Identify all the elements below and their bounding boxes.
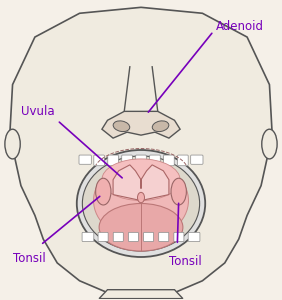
FancyBboxPatch shape	[150, 155, 160, 166]
Ellipse shape	[82, 156, 200, 251]
FancyBboxPatch shape	[122, 155, 132, 166]
Ellipse shape	[152, 121, 169, 132]
FancyBboxPatch shape	[159, 232, 169, 242]
FancyBboxPatch shape	[128, 232, 138, 242]
Text: Uvula: Uvula	[21, 105, 54, 118]
FancyBboxPatch shape	[164, 155, 174, 166]
FancyBboxPatch shape	[82, 232, 94, 242]
FancyBboxPatch shape	[98, 232, 108, 242]
Text: Tonsil: Tonsil	[13, 252, 45, 265]
FancyBboxPatch shape	[79, 155, 91, 164]
Ellipse shape	[96, 178, 111, 205]
Ellipse shape	[171, 178, 186, 205]
Polygon shape	[99, 290, 183, 298]
Ellipse shape	[138, 192, 144, 203]
FancyBboxPatch shape	[174, 232, 184, 242]
FancyBboxPatch shape	[188, 232, 200, 242]
FancyBboxPatch shape	[136, 155, 146, 166]
FancyBboxPatch shape	[94, 155, 104, 166]
FancyBboxPatch shape	[191, 155, 203, 164]
Ellipse shape	[102, 159, 180, 200]
Ellipse shape	[77, 150, 205, 257]
Polygon shape	[102, 111, 180, 138]
FancyBboxPatch shape	[144, 232, 154, 242]
Ellipse shape	[99, 203, 183, 251]
Ellipse shape	[113, 121, 130, 132]
Text: Adenoid: Adenoid	[216, 20, 265, 33]
Text: Tonsil: Tonsil	[169, 255, 202, 268]
Polygon shape	[113, 165, 169, 200]
Ellipse shape	[262, 129, 277, 159]
FancyBboxPatch shape	[178, 155, 188, 166]
Polygon shape	[10, 7, 272, 296]
Ellipse shape	[5, 129, 20, 159]
Ellipse shape	[94, 162, 188, 239]
FancyBboxPatch shape	[108, 155, 118, 166]
FancyBboxPatch shape	[113, 232, 123, 242]
